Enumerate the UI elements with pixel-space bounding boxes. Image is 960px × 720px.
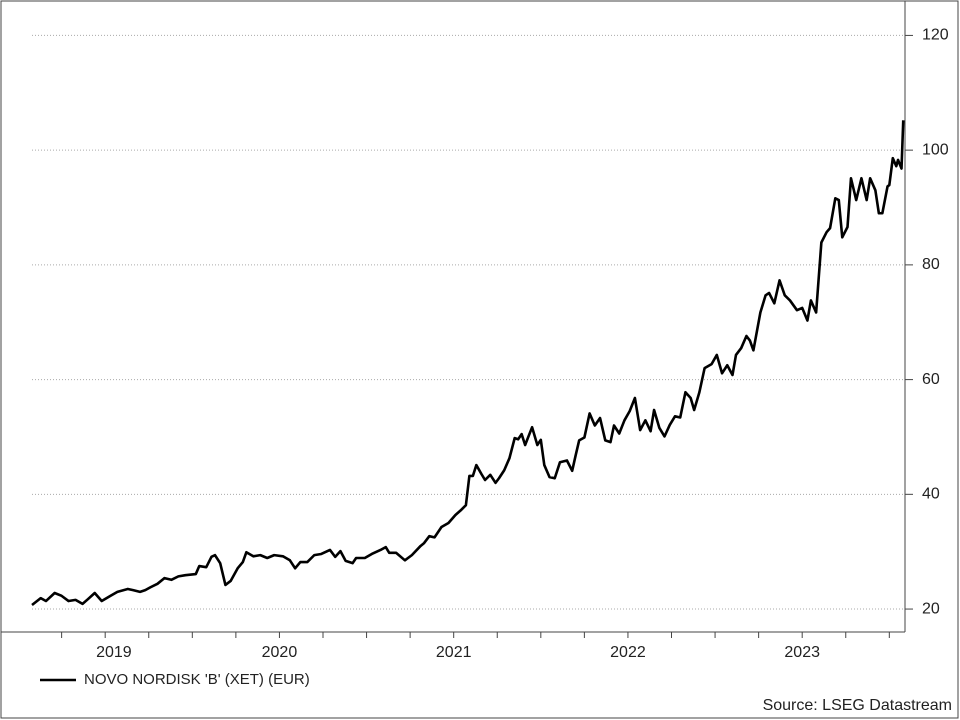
price-line bbox=[31, 120, 905, 607]
x-tick-label: 2022 bbox=[610, 644, 646, 661]
source-note: Source: LSEG Datastream bbox=[763, 697, 952, 714]
y-tick-label: 100 bbox=[922, 141, 949, 158]
x-tick-label: 2019 bbox=[96, 644, 132, 661]
x-tick-label: 2020 bbox=[262, 644, 298, 661]
y-tick-label: 80 bbox=[922, 256, 940, 273]
y-tick-label: 60 bbox=[922, 371, 940, 388]
y-tick-label: 40 bbox=[922, 486, 940, 503]
legend-label: NOVO NORDISK 'B' (XET) (EUR) bbox=[84, 671, 310, 688]
x-tick-label: 2023 bbox=[784, 644, 820, 661]
y-tick-label: 20 bbox=[922, 600, 940, 617]
y-tick-label: 120 bbox=[922, 27, 949, 44]
x-tick-label: 2021 bbox=[436, 644, 472, 661]
